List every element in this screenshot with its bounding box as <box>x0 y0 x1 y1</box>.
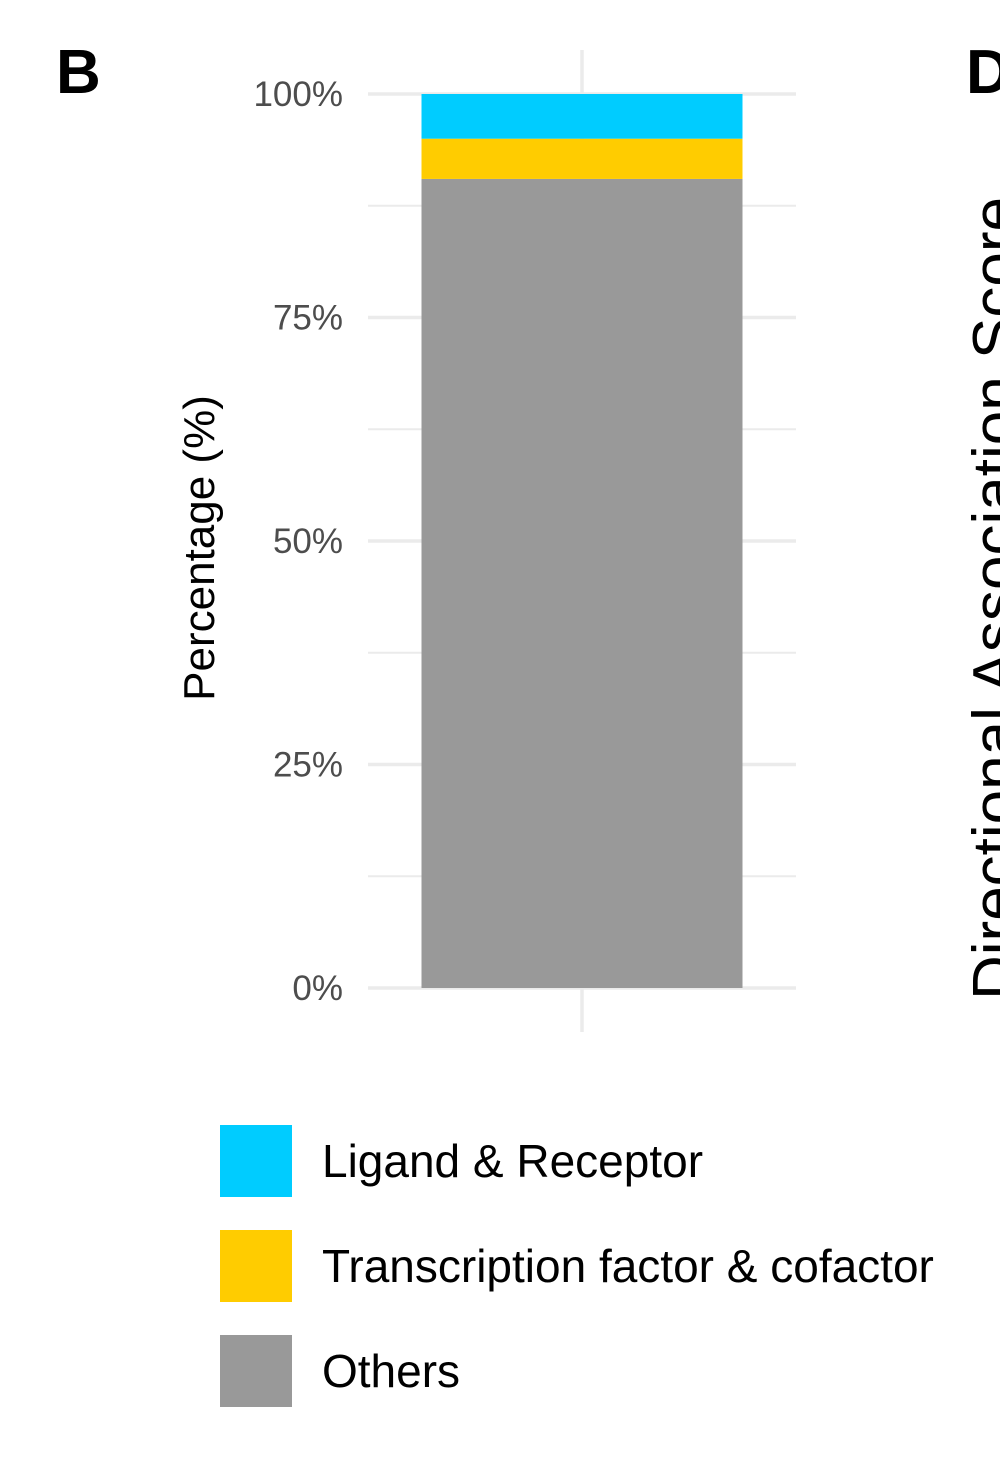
y-tick-label: 100% <box>253 75 343 114</box>
neighbor-panel-label: D <box>966 38 1000 107</box>
legend-swatch <box>220 1230 292 1302</box>
panel-label: B <box>56 38 101 107</box>
y-tick-label: 50% <box>273 522 343 561</box>
legend-swatch <box>220 1335 292 1407</box>
y-tick-label: 25% <box>273 746 343 785</box>
bar-segment <box>421 138 743 179</box>
legend-label: Transcription factor & cofactor <box>322 1240 934 1292</box>
bar-segment <box>421 178 743 988</box>
neighbor-axis-label: Directional Association Score <box>961 197 1000 1000</box>
legend-label: Others <box>322 1345 460 1397</box>
bar-segment <box>421 94 743 139</box>
legend-swatch <box>220 1125 292 1197</box>
y-axis-label: Percentage (%) <box>175 395 224 701</box>
y-tick-label: 75% <box>273 299 343 338</box>
legend-label: Ligand & Receptor <box>322 1135 703 1187</box>
y-tick-label: 0% <box>292 969 343 1008</box>
